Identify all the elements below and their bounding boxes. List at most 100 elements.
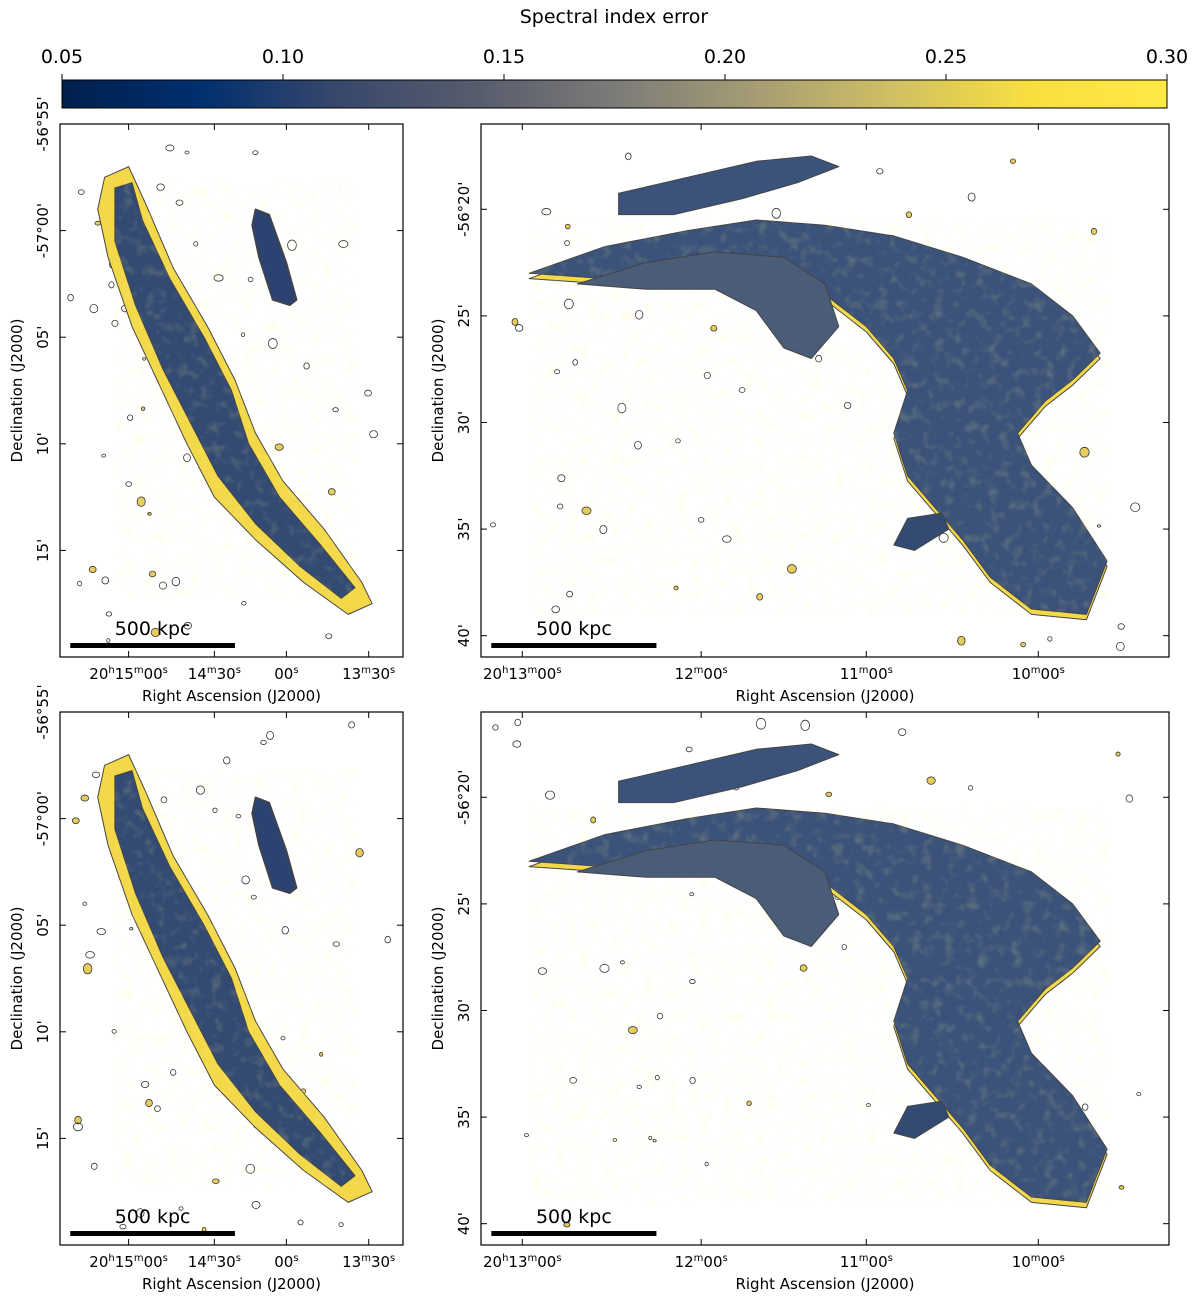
point-source — [156, 183, 165, 191]
point-source — [78, 189, 85, 195]
point-source — [703, 371, 711, 379]
point-source — [654, 1074, 660, 1081]
point-source — [685, 746, 693, 753]
point-source — [866, 1103, 871, 1108]
x-tick-label: 11m00s — [840, 1253, 893, 1271]
point-source — [787, 564, 797, 574]
relic-inner-arm — [576, 251, 840, 360]
point-source — [72, 1122, 83, 1132]
point-source — [514, 324, 524, 332]
point-source — [127, 414, 134, 421]
point-source — [825, 791, 833, 798]
panel-top-left: -56°55' -57°00' 05' 10' 15' 20h15m00s 14m30s 00… — [8, 96, 404, 705]
y-tick-label: 30' — [455, 411, 473, 434]
point-source — [689, 892, 695, 897]
y-tick-label: -57°00' — [34, 203, 52, 258]
point-source — [841, 944, 847, 951]
point-source — [554, 369, 561, 375]
point-source — [566, 590, 573, 598]
x-tick-label: 14m30s — [188, 665, 241, 683]
point-source — [281, 926, 289, 935]
point-source — [252, 150, 259, 155]
point-source — [101, 576, 110, 585]
point-source — [1136, 1092, 1142, 1097]
point-source — [150, 627, 161, 637]
x-axis-label: Right Ascension (J2000) — [142, 1275, 321, 1293]
point-source — [564, 223, 571, 230]
point-source — [101, 453, 106, 458]
x-tick-label: 20h13m00s — [483, 665, 562, 683]
y-tick-label: -56°20' — [455, 770, 473, 825]
point-source — [369, 430, 378, 439]
point-source — [599, 525, 608, 535]
y-axis-label: Declination (J2000) — [429, 907, 447, 1051]
point-source — [648, 1135, 653, 1141]
scale-bar — [491, 1231, 657, 1236]
point-source — [71, 817, 80, 825]
point-source — [957, 635, 966, 646]
point-source — [541, 208, 552, 216]
y-tick-label: 35' — [455, 517, 473, 540]
point-source — [319, 1052, 324, 1057]
point-source — [125, 481, 133, 487]
y-tick-label: -56°20' — [455, 182, 473, 237]
point-source — [898, 728, 907, 737]
point-source — [599, 963, 610, 973]
point-source — [673, 585, 679, 591]
x-tick-label: 11m00s — [840, 665, 893, 683]
point-source — [524, 1133, 529, 1138]
axes-frame — [59, 123, 404, 658]
point-source — [612, 1138, 617, 1142]
point-source — [136, 496, 146, 507]
point-source — [799, 964, 808, 972]
point-source — [170, 1069, 177, 1076]
point-source — [111, 1029, 117, 1034]
y-tick-label: 30' — [455, 999, 473, 1022]
point-source — [332, 941, 340, 947]
point-source — [178, 1206, 184, 1211]
point-source — [80, 794, 90, 802]
colorbar — [61, 79, 1168, 109]
scale-bar — [70, 643, 235, 648]
point-source — [738, 387, 746, 393]
filament-emission-speckle — [114, 182, 355, 599]
y-tick-label: 35' — [455, 1105, 473, 1128]
point-source — [627, 1026, 638, 1034]
point-source — [147, 512, 152, 516]
point-source — [245, 1163, 256, 1174]
relic-emission-speckle — [529, 219, 1108, 615]
point-source — [251, 1201, 261, 1209]
y-tick-label: 05' — [34, 914, 52, 937]
point-source — [755, 717, 767, 730]
point-source — [148, 570, 157, 578]
point-source — [90, 1162, 98, 1170]
scale-bar-label: 500 kpc — [115, 618, 191, 640]
panel-bottom-right: -56°20' 25' 30' 35' 40' 20h13m00s 12m00s 11m00s… — [429, 711, 1170, 1293]
point-source — [160, 796, 168, 804]
point-source — [1115, 641, 1125, 651]
point-source — [241, 875, 250, 885]
point-source — [1047, 636, 1053, 642]
point-source — [1020, 641, 1026, 648]
y-tick-label: 05' — [34, 326, 52, 349]
colorbar-title: Spectral index error — [519, 6, 709, 28]
point-source — [184, 150, 190, 155]
compact-source — [893, 512, 950, 551]
point-source — [193, 241, 199, 247]
point-source — [938, 532, 949, 543]
colorbar-tick-label: 0.20 — [703, 46, 747, 68]
point-source — [1125, 794, 1134, 803]
x-tick-label: 10m00s — [1012, 1253, 1065, 1271]
relic-upper-arm — [618, 155, 840, 216]
axes-frame — [480, 123, 1170, 658]
point-source — [590, 816, 597, 824]
y-tick-label: 25' — [455, 892, 473, 915]
y-tick-label: -56°55' — [34, 96, 52, 151]
x-tick-label: 13m30s — [342, 665, 395, 683]
x-tick-label: 14m30s — [188, 1253, 241, 1271]
compact-source — [251, 796, 298, 895]
point-source — [175, 199, 184, 206]
point-source — [129, 927, 134, 931]
x-axis-label: Right Ascension (J2000) — [142, 687, 321, 705]
point-source — [355, 848, 364, 858]
